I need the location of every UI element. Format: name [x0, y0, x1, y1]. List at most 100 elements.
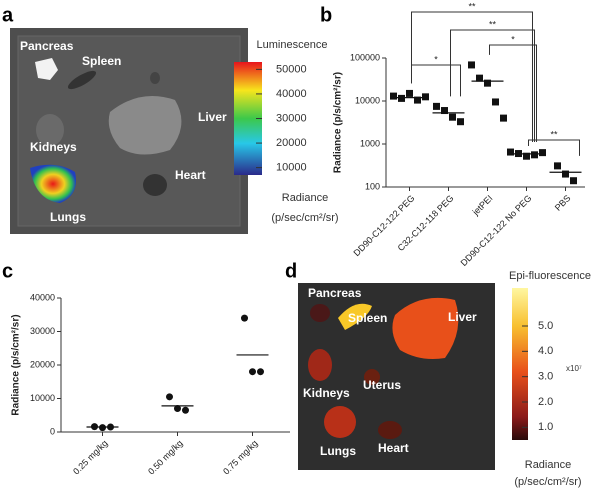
organ-shape: [310, 304, 330, 322]
dot: [433, 102, 440, 110]
organ-label: Pancreas: [20, 39, 74, 53]
colorbar-tick-label: 5.0: [538, 320, 553, 332]
organ-shape: [308, 349, 332, 381]
organ-shape: [324, 406, 356, 438]
organ-shape: [338, 303, 372, 330]
y-axis-label: Radiance (p/s/cm²/sr): [333, 72, 344, 173]
dot: [492, 98, 499, 106]
colorbar-d: [512, 288, 528, 440]
organ-shape: [150, 72, 160, 84]
significance-label: *: [434, 54, 438, 64]
x-tick-label: 0.75 mg/kg: [221, 438, 260, 477]
y-tick-label: 100: [365, 181, 380, 191]
organ-label: Pancreas: [308, 286, 362, 300]
organ-shape: [378, 421, 402, 439]
dot: [390, 92, 397, 100]
colorbar-tick-label: 2.0: [538, 396, 553, 408]
y-tick-label: 1000: [360, 138, 380, 148]
organ-label: Heart: [175, 168, 206, 182]
organ-shape: [36, 114, 64, 146]
organ-label: Spleen: [82, 54, 121, 68]
x-tick-label: 0.25 mg/kg: [71, 438, 110, 477]
colorbar-tick-label: 30000: [276, 112, 307, 124]
x-tick-label: PBS: [553, 193, 573, 213]
panel-letter: b: [320, 4, 332, 26]
colorbar-tick-label: 20000: [276, 137, 307, 149]
colorbar-title: Luminescence: [257, 39, 328, 51]
colorbar-tick-label: 50000: [276, 63, 307, 75]
y-axis-label: Radiance (p/s/cm²/sr): [11, 314, 22, 415]
colorbar-label: Radiance: [525, 459, 571, 471]
organ-label: Lungs: [320, 444, 356, 458]
significance-bracket: [411, 11, 533, 143]
organ-shape: [364, 369, 380, 385]
significance-label: *: [511, 34, 515, 44]
panel-letter: a: [2, 4, 14, 26]
dot: [449, 113, 456, 121]
organ-label: Uterus: [363, 378, 401, 392]
colorbar-tick-label: 4.0: [538, 345, 553, 357]
dot: [457, 118, 464, 126]
dot: [476, 74, 483, 82]
x-tick-label: DD90-C12-122 No PEG: [459, 193, 534, 268]
organ-label: Lungs: [50, 210, 86, 224]
colorbar-multiplier: x10⁷: [566, 364, 582, 373]
dot: [500, 114, 507, 122]
dot: [484, 79, 491, 87]
organ-label: Kidneys: [303, 386, 350, 400]
colorbar-tick-label: 40000: [276, 88, 307, 100]
significance-bracket: [450, 29, 535, 143]
organ-shape: [143, 174, 167, 196]
significance-bracket: [411, 64, 461, 97]
y-tick-label: 10000: [355, 95, 380, 105]
significance-label: **: [468, 1, 476, 11]
colorbar-label: (p/sec/cm²/sr): [271, 212, 338, 224]
colorbar-title: Epi-fluorescence: [509, 270, 591, 282]
y-tick-label: 30000: [30, 326, 55, 336]
organ-label: Liver: [448, 310, 477, 324]
dot: [468, 61, 475, 69]
x-tick-label: 0.50 mg/kg: [146, 438, 185, 477]
dot: [174, 405, 181, 413]
dot: [166, 393, 173, 401]
dot: [99, 424, 106, 432]
dot: [422, 93, 429, 101]
dot: [406, 89, 413, 97]
y-tick-label: 20000: [30, 359, 55, 369]
colorbar-tick-label: 10000: [276, 162, 307, 174]
panel-letter: d: [285, 260, 297, 282]
colorbar-label: Radiance: [282, 192, 328, 204]
colorbar-tick-label: 1.0: [538, 421, 553, 433]
organ-shape: [35, 58, 58, 80]
dot: [414, 96, 421, 104]
y-tick-label: 0: [50, 426, 55, 436]
organ-label: Liver: [198, 110, 227, 124]
significance-label: **: [489, 19, 497, 29]
dot: [531, 151, 538, 159]
x-tick-label: jetPEI: [470, 193, 495, 218]
dot: [554, 162, 561, 170]
significance-label: **: [550, 129, 558, 139]
organ-label: Heart: [378, 441, 409, 455]
dot: [562, 170, 569, 178]
organ-shape: [392, 297, 459, 359]
dot: [507, 148, 514, 156]
dot: [257, 368, 264, 376]
organ-shape: [30, 164, 76, 203]
y-tick-label: 100000: [350, 52, 380, 62]
organ-label: Kidneys: [30, 140, 77, 154]
y-tick-label: 40000: [30, 292, 55, 302]
dot: [249, 368, 256, 376]
y-tick-label: 10000: [30, 393, 55, 403]
organ-label: Spleen: [348, 311, 387, 325]
organ-shape: [108, 96, 182, 155]
colorbar-tick-label: 3.0: [538, 371, 553, 383]
dot: [570, 177, 577, 185]
dot: [182, 406, 189, 414]
dot: [523, 152, 530, 160]
panel-letter: c: [2, 260, 13, 282]
significance-bracket: [528, 139, 580, 156]
dot: [539, 149, 546, 157]
